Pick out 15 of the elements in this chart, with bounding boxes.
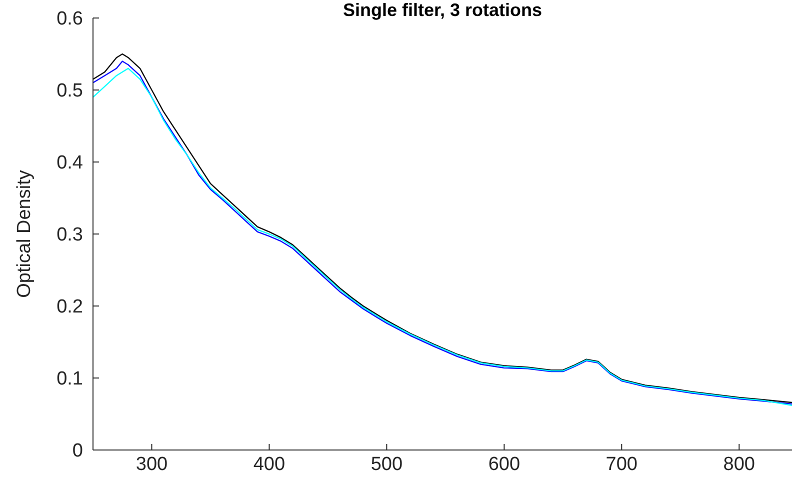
y-tick-label: 0.3	[56, 224, 83, 246]
y-tick-label: 0.4	[56, 152, 84, 174]
y-tick-label: 0.6	[56, 8, 83, 30]
x-tick-label: 600	[488, 454, 520, 475]
x-tick-label: 300	[136, 454, 168, 475]
x-tick-label: 700	[606, 454, 638, 475]
chart-title: Single filter, 3 rotations	[342, 0, 542, 20]
y-axis-title: Optical Density	[14, 170, 35, 298]
y-tick-label: 0	[72, 440, 83, 462]
y-tick-label: 0.5	[56, 80, 83, 102]
y-tick-label: 0.2	[56, 296, 83, 318]
y-tick-label: 0.1	[56, 368, 83, 390]
x-tick-label: 500	[370, 454, 403, 475]
x-tick-label: 800	[723, 454, 755, 475]
x-tick-label: 400	[253, 454, 286, 475]
